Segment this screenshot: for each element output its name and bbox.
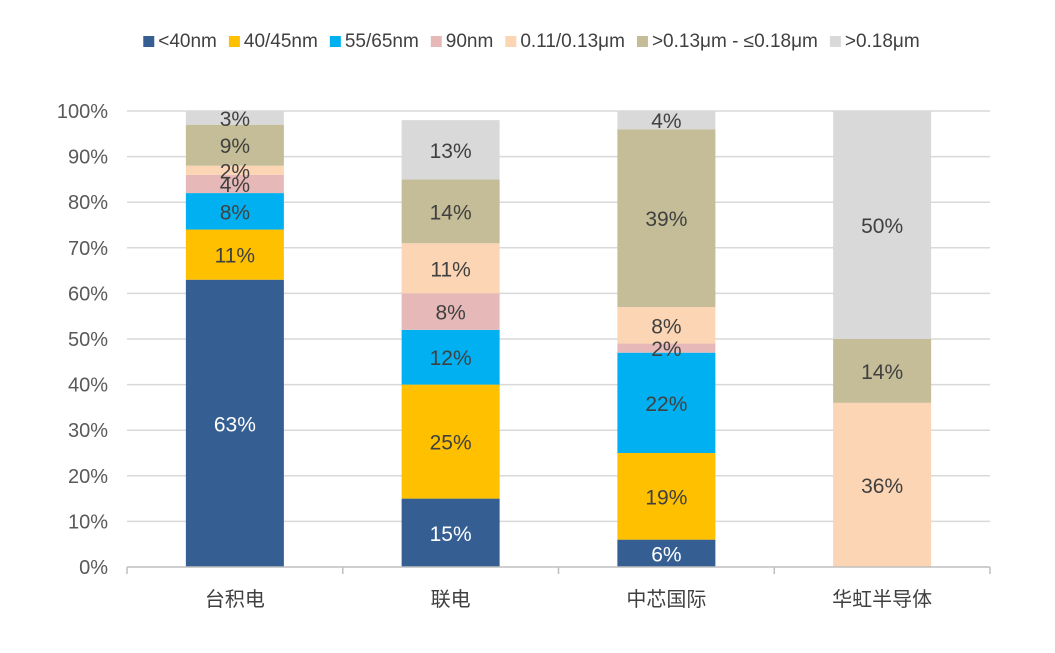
legend-label: >0.18μm [845, 31, 920, 52]
legend-item-40-45nm: 40/45nm [228, 31, 318, 52]
data-label: 63% [214, 413, 256, 436]
data-label: 8% [651, 315, 681, 338]
data-label: 15% [430, 523, 472, 546]
bar-segment-55-65nm [185, 193, 284, 230]
y-tick-label: 10% [68, 511, 108, 533]
legend-item-90nm: 90nm [430, 31, 494, 52]
data-label: 14% [430, 201, 472, 224]
data-label: 6% [651, 543, 681, 566]
legend-swatch [505, 36, 517, 47]
bar-segment-40-45nm [185, 229, 284, 280]
y-tick-label: 80% [68, 192, 108, 214]
legend-label: 90nm [446, 31, 494, 52]
bar-segment-40-45nm [617, 453, 716, 540]
bar-segment-40-45nm [401, 384, 500, 499]
x-tick-label: 华虹半导体 [832, 587, 932, 611]
data-labels: 63%11%8%4%2%9%3%15%25%12%8%11%14%13%6%19… [214, 108, 903, 566]
x-tick-label: 台积电 [205, 587, 265, 611]
data-label: 3% [220, 108, 250, 131]
data-label: 4% [220, 174, 250, 197]
legend-label: >0.13μm - ≤0.18μm [652, 31, 818, 52]
y-tick-label: 50% [68, 329, 108, 351]
y-tick-label: 100% [57, 101, 108, 123]
bar-segment-0-18-m [185, 111, 284, 125]
legend-label: 55/65nm [345, 31, 419, 52]
bar-segment-40nm [401, 498, 500, 567]
data-label: 12% [430, 347, 472, 370]
data-label: 36% [861, 475, 903, 498]
data-label: 8% [435, 302, 465, 325]
bar-segment-90nm [617, 343, 716, 353]
legend-label: 0.11/0.13μm [520, 31, 625, 52]
x-tick-label: 联电 [431, 587, 471, 611]
data-label: 25% [430, 432, 472, 455]
legend: <40nm 40/45nm 55/65nm 90nm 0.11/0.13μm >0.13μ… [143, 31, 920, 52]
y-tick-label: 0% [79, 557, 108, 579]
bar-segment-40nm [617, 539, 716, 567]
bar-segment-0-11-0-13-m [401, 243, 500, 294]
bar-segment-0-18-m [617, 111, 716, 130]
y-tick-label: 40% [68, 375, 108, 397]
legend-swatch [430, 36, 442, 47]
legend-swatch [228, 36, 240, 47]
x-axis: 台积电 联电 中芯国际 华虹半导体 [126, 566, 991, 611]
bar-segment-0-13-m-0-18-m [833, 339, 932, 403]
bar-segment-0-18-m [833, 111, 932, 339]
legend-label: <40nm [158, 31, 217, 52]
bar-segment-0-13-m-0-18-m [401, 179, 500, 244]
legend-swatch [329, 36, 341, 47]
legend-swatch [636, 36, 648, 47]
bar-segment-0-13-m-0-18-m [617, 129, 716, 308]
legend-item-0-13-m-0-18-m: >0.13μm - ≤0.18μm [636, 31, 818, 52]
data-label: 13% [430, 140, 472, 163]
bar-segment-0-18-m [401, 120, 500, 180]
y-tick-label: 90% [68, 147, 108, 169]
x-tick-label: 中芯国际 [626, 587, 706, 611]
bar-segment-90nm [185, 174, 284, 194]
legend-label: 40/45nm [244, 31, 318, 52]
legend-swatch [143, 36, 155, 47]
bar-segment-40nm [185, 279, 284, 567]
data-label: 50% [861, 215, 903, 238]
data-label: 22% [645, 393, 687, 416]
bars [185, 111, 932, 567]
bar-segment-90nm [401, 293, 500, 330]
data-label: 19% [645, 486, 687, 509]
bar-segment-55-65nm [617, 352, 716, 453]
bar-segment-0-11-0-13-m [617, 307, 716, 344]
y-axis: 0% 10% 20% 30% 40% 50% 60% 70% 80% 90% 100% [57, 101, 108, 579]
data-label: 14% [861, 361, 903, 384]
bar-segment-0-13-m-0-18-m [185, 124, 284, 166]
data-label: 2% [220, 160, 250, 183]
data-label: 39% [645, 208, 687, 231]
legend-item-40nm: <40nm [143, 31, 217, 52]
legend-item-55-65nm: 55/65nm [329, 31, 419, 52]
legend-swatch [829, 36, 841, 47]
data-label: 2% [651, 338, 681, 361]
data-label: 11% [430, 258, 470, 281]
y-tick-label: 30% [68, 420, 108, 442]
y-tick-label: 60% [68, 283, 108, 305]
data-label: 4% [651, 110, 681, 133]
data-label: 9% [220, 135, 250, 158]
legend-item-0-11-0-13-m: 0.11/0.13μm [505, 31, 625, 52]
bar-segment-0-11-0-13-m [833, 402, 932, 567]
data-label: 8% [220, 201, 250, 224]
data-label: 11% [215, 245, 255, 268]
y-tick-label: 20% [68, 466, 108, 488]
legend-item-0-18-m: >0.18μm [829, 31, 920, 52]
bar-segment-0-11-0-13-m [185, 165, 284, 175]
y-tick-label: 70% [68, 238, 108, 260]
bar-segment-55-65nm [401, 329, 500, 385]
